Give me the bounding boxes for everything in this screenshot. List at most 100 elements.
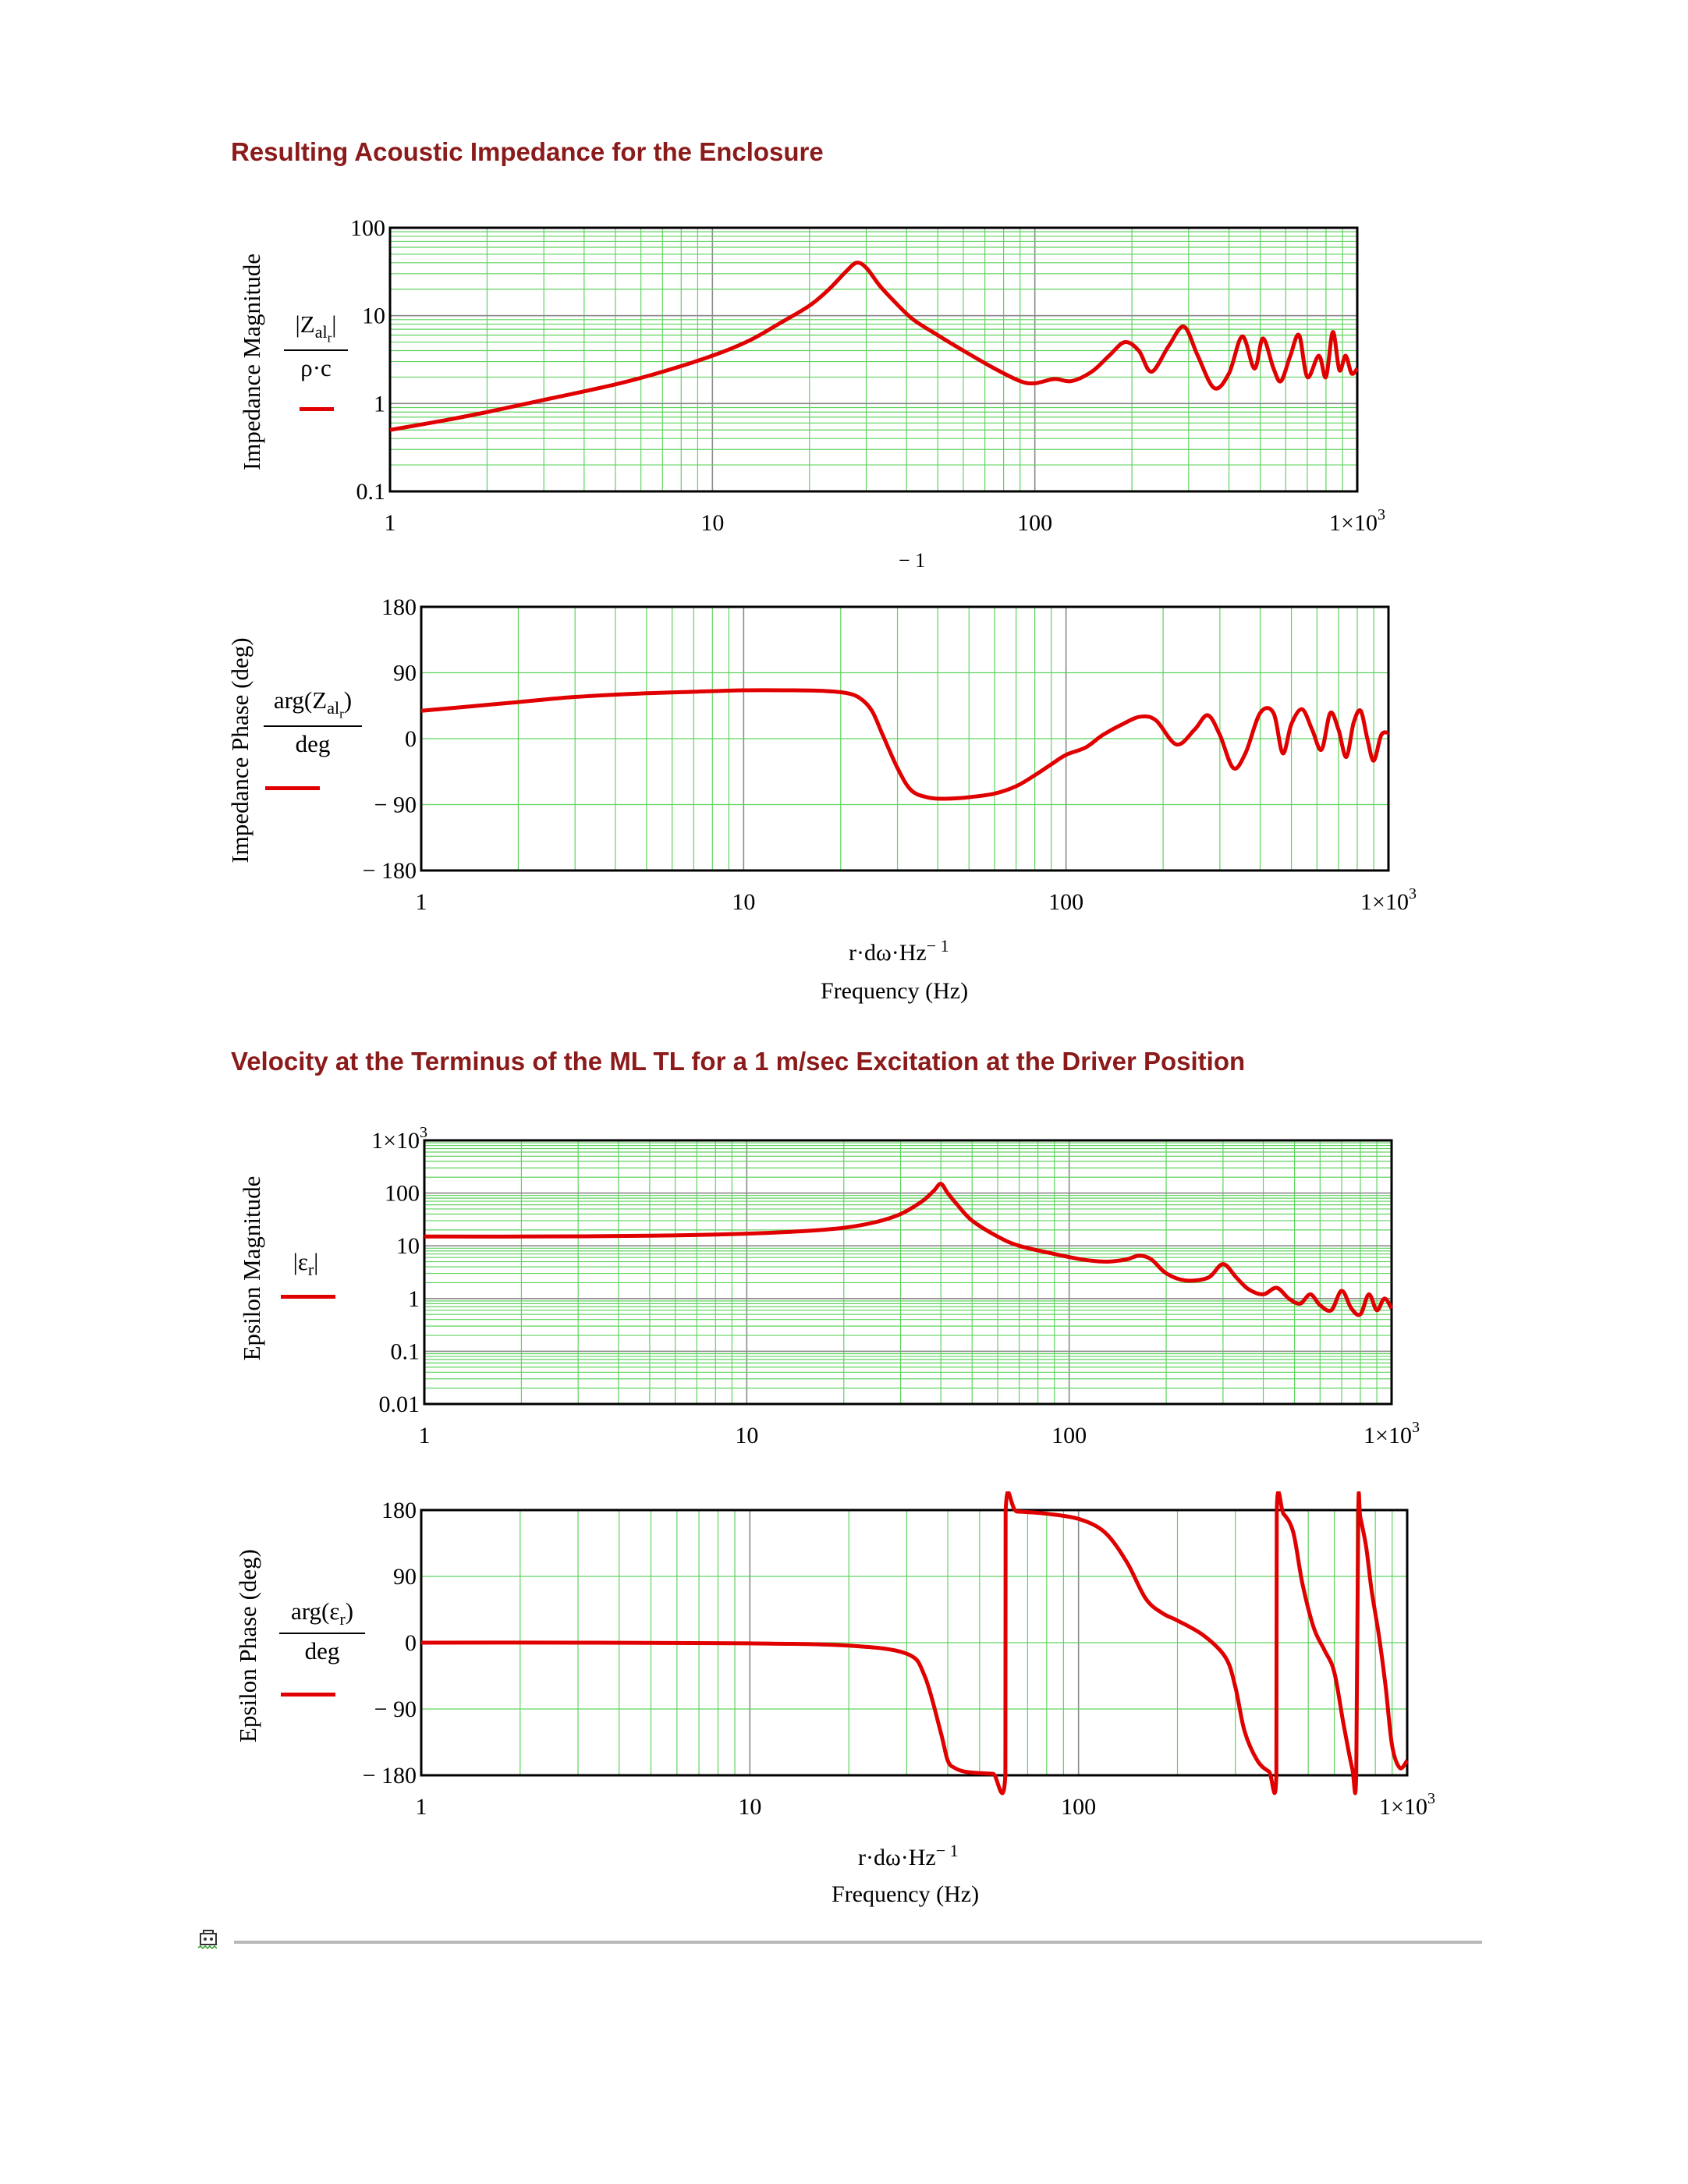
xtick-label: 1×103 <box>1364 1419 1420 1448</box>
chart4-xname: Frequency (Hz) <box>832 1881 980 1907</box>
chart1-frac-den: ρ·c <box>300 353 332 381</box>
xtick-label: 100 <box>1061 1794 1096 1819</box>
ytick-label: 0 <box>405 1630 417 1656</box>
xtick-label: 1 <box>419 1423 431 1448</box>
chart1-ylabel: Impedance Magnitude <box>238 253 265 471</box>
section-title-impedance: Resulting Acoustic Impedance for the Enc… <box>231 137 824 166</box>
chart2-frame <box>420 605 1390 872</box>
chart1-series-line <box>389 261 1359 432</box>
ytick-label: 100 <box>385 1181 420 1207</box>
chart1-grid <box>389 228 1357 492</box>
chart3-frame <box>423 1139 1393 1406</box>
chart4-ylabel: Epsilon Phase (deg) <box>234 1549 261 1743</box>
chart4-frac-num: arg(ε <box>290 1597 340 1625</box>
chart4-xlabel-main: r·dω·Hz <box>858 1845 936 1870</box>
chart3-yfraction: |εr| <box>282 1248 329 1280</box>
chart4-legend-line <box>281 1693 335 1696</box>
chart2-frac-den: deg <box>295 729 331 757</box>
chart2-frac-bar <box>264 725 362 727</box>
ytick-label: 0 <box>405 726 417 752</box>
chart2-grid <box>420 606 1388 871</box>
chart3-series-line <box>424 1182 1394 1317</box>
ytick-label: 1 <box>374 391 385 417</box>
ytick-label: 90 <box>393 661 417 686</box>
xtick-label: 100 <box>1051 1423 1087 1448</box>
chart1-yfraction: |Zalr| ρ·c <box>284 310 348 382</box>
ytick-label: − 90 <box>374 1696 417 1722</box>
chart1-frame <box>388 226 1359 493</box>
xtick-label: 1 <box>416 1794 427 1819</box>
chart4-frac-num-end: ) <box>345 1597 354 1625</box>
ytick-label: 180 <box>381 594 417 620</box>
chart2-frac-sub: al <box>327 698 340 718</box>
xtick-label: 100 <box>1017 510 1052 536</box>
ytick-label: 10 <box>396 1233 420 1259</box>
ytick-exp: 3 <box>420 1124 427 1141</box>
chart4-frac-bar <box>279 1633 365 1635</box>
ytick-label: 100 <box>350 218 385 241</box>
chart2-legend-line <box>265 786 320 790</box>
chart1-impedance-magnitude: 100 10 1 0.1 1 10 100 1×103 <box>350 218 1385 536</box>
ytick-label: − 180 <box>363 858 417 884</box>
chart3-legend-line <box>281 1295 335 1299</box>
xtick-exp: 3 <box>1427 1790 1435 1807</box>
chart2-xlabel-exp: − 1 <box>926 936 949 956</box>
xtick-label: 100 <box>1048 889 1083 915</box>
ytick-label: 180 <box>381 1498 417 1523</box>
chart4-yfraction: arg(εr) deg <box>279 1597 365 1665</box>
chart2-frac-num-end: ) <box>343 686 353 714</box>
ytick-label: 90 <box>393 1564 417 1590</box>
chart2-impedance-phase: 180 90 0 − 90 − 180 1 10 100 1×103 <box>363 594 1417 915</box>
chart4-epsilon-phase: 180 90 0 − 90 − 180 1 10 100 1×103 <box>363 1491 1435 1819</box>
footer-separator <box>234 1941 1482 1944</box>
ytick-label: 1 <box>408 1286 420 1312</box>
xtick-label: 1 <box>416 889 427 915</box>
chart1-frac-sub: al <box>314 322 328 342</box>
xtick-label: 1×103 <box>1329 506 1385 536</box>
region-marker-icon <box>197 1930 218 1950</box>
ytick-label: 0.1 <box>391 1338 420 1364</box>
chart1-xlabel-fragment: − 1 <box>899 549 926 572</box>
xtick-exp: 3 <box>1378 506 1385 523</box>
chart2-xlabel-main: r·dω·Hz <box>849 940 927 966</box>
xtick-label: 1×103 <box>1379 1790 1435 1819</box>
chart3-frac-num-end: | <box>314 1248 319 1275</box>
chart3-frac-num: |ε <box>293 1248 308 1275</box>
chart2-frac-num: arg(Z <box>273 686 328 714</box>
chart1-frac-num: |Z <box>295 310 315 338</box>
xtick-label: 1×103 <box>1360 885 1417 915</box>
chart3-ylabel: Epsilon Magnitude <box>238 1175 265 1361</box>
ytick-label: 1×103 <box>371 1124 427 1154</box>
chart4-xlabel: r·dω·Hz− 1 <box>858 1841 959 1871</box>
ytick-label: − 90 <box>374 792 417 818</box>
xtick-label: 10 <box>700 510 724 536</box>
chart2-series-line <box>420 688 1389 801</box>
xtick-label: 10 <box>732 889 755 915</box>
xtick-label: 10 <box>735 1423 758 1448</box>
chart3-frac-sub: r <box>307 1260 314 1280</box>
xtick-exp: 3 <box>1409 885 1417 902</box>
chart4-xlabel-exp: − 1 <box>935 1841 959 1860</box>
chart2-xlabel: r·dω·Hz− 1 <box>849 936 949 966</box>
chart4-frac-sub: r <box>339 1609 346 1629</box>
chart4-frac-den: deg <box>304 1637 340 1665</box>
chart4-series-line <box>420 1491 1410 1796</box>
chart2-ylabel: Impedance Phase (deg) <box>226 637 254 863</box>
ytick-label: − 180 <box>363 1763 417 1789</box>
chart1-frac-bar <box>284 349 348 351</box>
xtick-label: 10 <box>738 1794 761 1819</box>
chart3-grid <box>424 1140 1392 1405</box>
xtick-label: 1 <box>385 510 396 536</box>
chart2-yfraction: arg(Zalr) deg <box>264 686 362 758</box>
ytick-label: 0.01 <box>379 1392 420 1417</box>
chart1-frac-num-end: | <box>332 310 337 338</box>
ytick-label: 0.1 <box>356 479 386 505</box>
ytick-label: 10 <box>362 303 385 329</box>
chart1-frac-subsub: r <box>327 330 332 346</box>
chart2-frac-subsub: r <box>339 706 344 722</box>
section-title-velocity: Velocity at the Terminus of the ML TL fo… <box>231 1047 1246 1076</box>
xtick-exp: 3 <box>1412 1419 1420 1436</box>
chart1-legend-line <box>300 407 334 411</box>
chart3-epsilon-magnitude: 1×103 100 10 1 0.1 0.01 1 10 100 1×103 <box>371 1124 1420 1448</box>
chart2-xname: Frequency (Hz) <box>821 978 969 1004</box>
